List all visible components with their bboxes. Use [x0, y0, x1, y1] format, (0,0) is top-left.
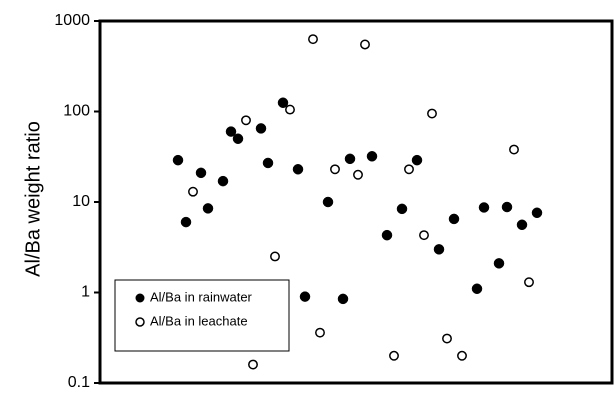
y-tick-label: 1000 [54, 12, 90, 29]
leachate-point [330, 164, 340, 175]
leachate-point [353, 169, 363, 180]
rainwater-point [202, 203, 214, 214]
rainwater-point [299, 291, 311, 302]
y-tick-label: 1 [81, 284, 90, 301]
leachate-point [419, 230, 429, 241]
rainwater-point [232, 133, 244, 144]
plot-area-frame [98, 19, 614, 385]
leachate-point [509, 144, 519, 155]
leachate-point [389, 350, 399, 361]
rainwater-point [381, 229, 393, 241]
leachate-point [442, 333, 452, 344]
leachate-point [188, 186, 198, 197]
rainwater-point [366, 151, 378, 162]
y-axis-title: Al/Ba weight ratio [22, 121, 44, 277]
rainwater-point [478, 202, 490, 213]
leachate-point [285, 104, 295, 115]
leachate-point [524, 277, 534, 288]
rainwater-point [516, 219, 528, 231]
rainwater-point [322, 196, 334, 208]
rainwater-point [180, 216, 192, 228]
rainwater-point [255, 123, 267, 134]
rainwater-point [531, 207, 543, 219]
legend-box [114, 279, 290, 352]
rainwater-point [493, 258, 505, 269]
rainwater-point [471, 283, 483, 295]
legend-label-leachate: Al/Ba in leachate [150, 313, 248, 328]
rainwater-point [396, 203, 408, 215]
y-tick-label: 100 [63, 103, 90, 120]
y-axis-title-group: Al/Ba weight ratio [22, 121, 44, 277]
rainwater-point [501, 201, 513, 213]
leachate-point [404, 164, 414, 175]
rainwater-point [225, 126, 237, 137]
y-tick-label: 10 [72, 193, 90, 210]
rainwater-point [337, 293, 349, 305]
rainwater-point [262, 157, 274, 169]
leachate-point [315, 327, 325, 338]
legend-marker-leachate [135, 317, 145, 327]
leachate-point [241, 115, 251, 126]
legend-label-rainwater: Al/Ba in rainwater [150, 289, 253, 304]
legend: Al/Ba in rainwater Al/Ba in leachate [114, 279, 290, 352]
data-points [172, 34, 543, 370]
rainwater-point [448, 213, 460, 225]
leachate-point [248, 359, 258, 370]
rainwater-point [195, 167, 207, 179]
y-axis-ticks: 1000 100 10 1 0.1 [54, 12, 100, 391]
rainwater-point [292, 164, 304, 175]
leachate-point [270, 251, 280, 262]
leachate-point [360, 39, 370, 50]
rainwater-point [172, 154, 184, 166]
rainwater-point [344, 153, 356, 165]
rainwater-point [277, 97, 289, 108]
leachate-point [457, 350, 467, 361]
rainwater-point [433, 244, 445, 255]
rainwater-point [217, 175, 229, 187]
rainwater-point [411, 154, 423, 166]
y-tick-label: 0.1 [68, 374, 90, 391]
leachate-point [308, 34, 318, 45]
legend-marker-rainwater [135, 293, 145, 303]
leachate-point [427, 108, 437, 119]
